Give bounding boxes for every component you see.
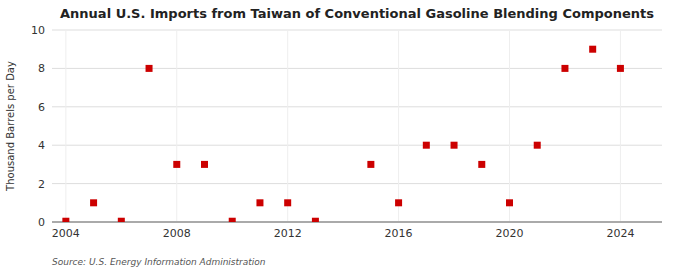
grid-line-y (52, 30, 662, 31)
x-tick-label: 2008 (163, 227, 191, 240)
x-tick-label: 2004 (52, 227, 80, 240)
x-tick-label: 2016 (385, 227, 413, 240)
x-axis-line (52, 222, 662, 223)
y-tick-label: 4 (38, 139, 45, 152)
grid-line-y (52, 145, 662, 146)
grid-line-x (620, 30, 621, 222)
grid-line-y (52, 222, 662, 223)
axes: 2004 2008 2012 2016 2020 2024 0 2 4 6 8 10 (31, 24, 634, 240)
grid-line-x (65, 30, 66, 222)
page: {"chart_data": {"type": "scatter", "titl… (0, 0, 675, 275)
point: 2019: 3 (478, 161, 485, 168)
grid-line-x (287, 30, 288, 222)
point: 2012: 1 (284, 199, 291, 206)
source-note: Source: U.S. Energy Information Administ… (52, 257, 266, 267)
point: 2011: 1 (256, 199, 263, 206)
x-tick-label: 2012 (274, 227, 302, 240)
point: 2005: 1 (90, 199, 97, 206)
y-tick-label: 8 (38, 62, 45, 75)
point: 2004: 0.04 (62, 218, 69, 222)
point: 2010: 0.04 (229, 218, 236, 222)
point: 2021: 4 (534, 142, 541, 149)
grid-line-x (398, 30, 399, 222)
point: 2024: 8 (617, 65, 624, 72)
point: 2017: 4 (423, 142, 430, 149)
grid (52, 30, 662, 222)
point: 2013: 0.04 (312, 218, 319, 222)
grid-line-y (52, 106, 662, 107)
y-tick-label: 10 (31, 24, 45, 37)
chart-container: 2004 2008 2012 2016 2020 2024 0 2 4 6 8 10 Thousand … (0, 0, 675, 275)
point: 2015: 3 (367, 161, 374, 168)
y-tick-label: 6 (38, 101, 45, 114)
points: 2004: 0.04 2005: 1 2006: 0.04 2007: 8 2008: … (62, 46, 624, 222)
x-tick-label: 2020 (496, 227, 524, 240)
y-axis-label: Thousand Barrels per Day (5, 61, 16, 192)
point: 2022: 8 (561, 65, 568, 72)
chart-svg: 2004 2008 2012 2016 2020 2024 0 2 4 6 8 10 Thousand … (0, 0, 675, 275)
point: 2023: 9 (589, 46, 596, 53)
grid-line-x (509, 30, 510, 222)
grid-line-y (52, 68, 662, 69)
y-tick-label: 2 (38, 178, 45, 191)
y-tick-label: 0 (38, 216, 45, 229)
point: 2009: 3 (201, 161, 208, 168)
point: 2016: 1 (395, 199, 402, 206)
chart-title: Annual U.S. Imports from Taiwan of Conve… (60, 6, 654, 21)
grid-line-y (52, 183, 662, 184)
point: 2018: 4 (451, 142, 458, 149)
grid-line-x (176, 30, 177, 222)
point: 2020: 1 (506, 199, 513, 206)
point: 2007: 8 (146, 65, 153, 72)
point: 2008: 3 (173, 161, 180, 168)
x-tick-label: 2024 (606, 227, 634, 240)
point: 2006: 0.04 (118, 218, 125, 222)
